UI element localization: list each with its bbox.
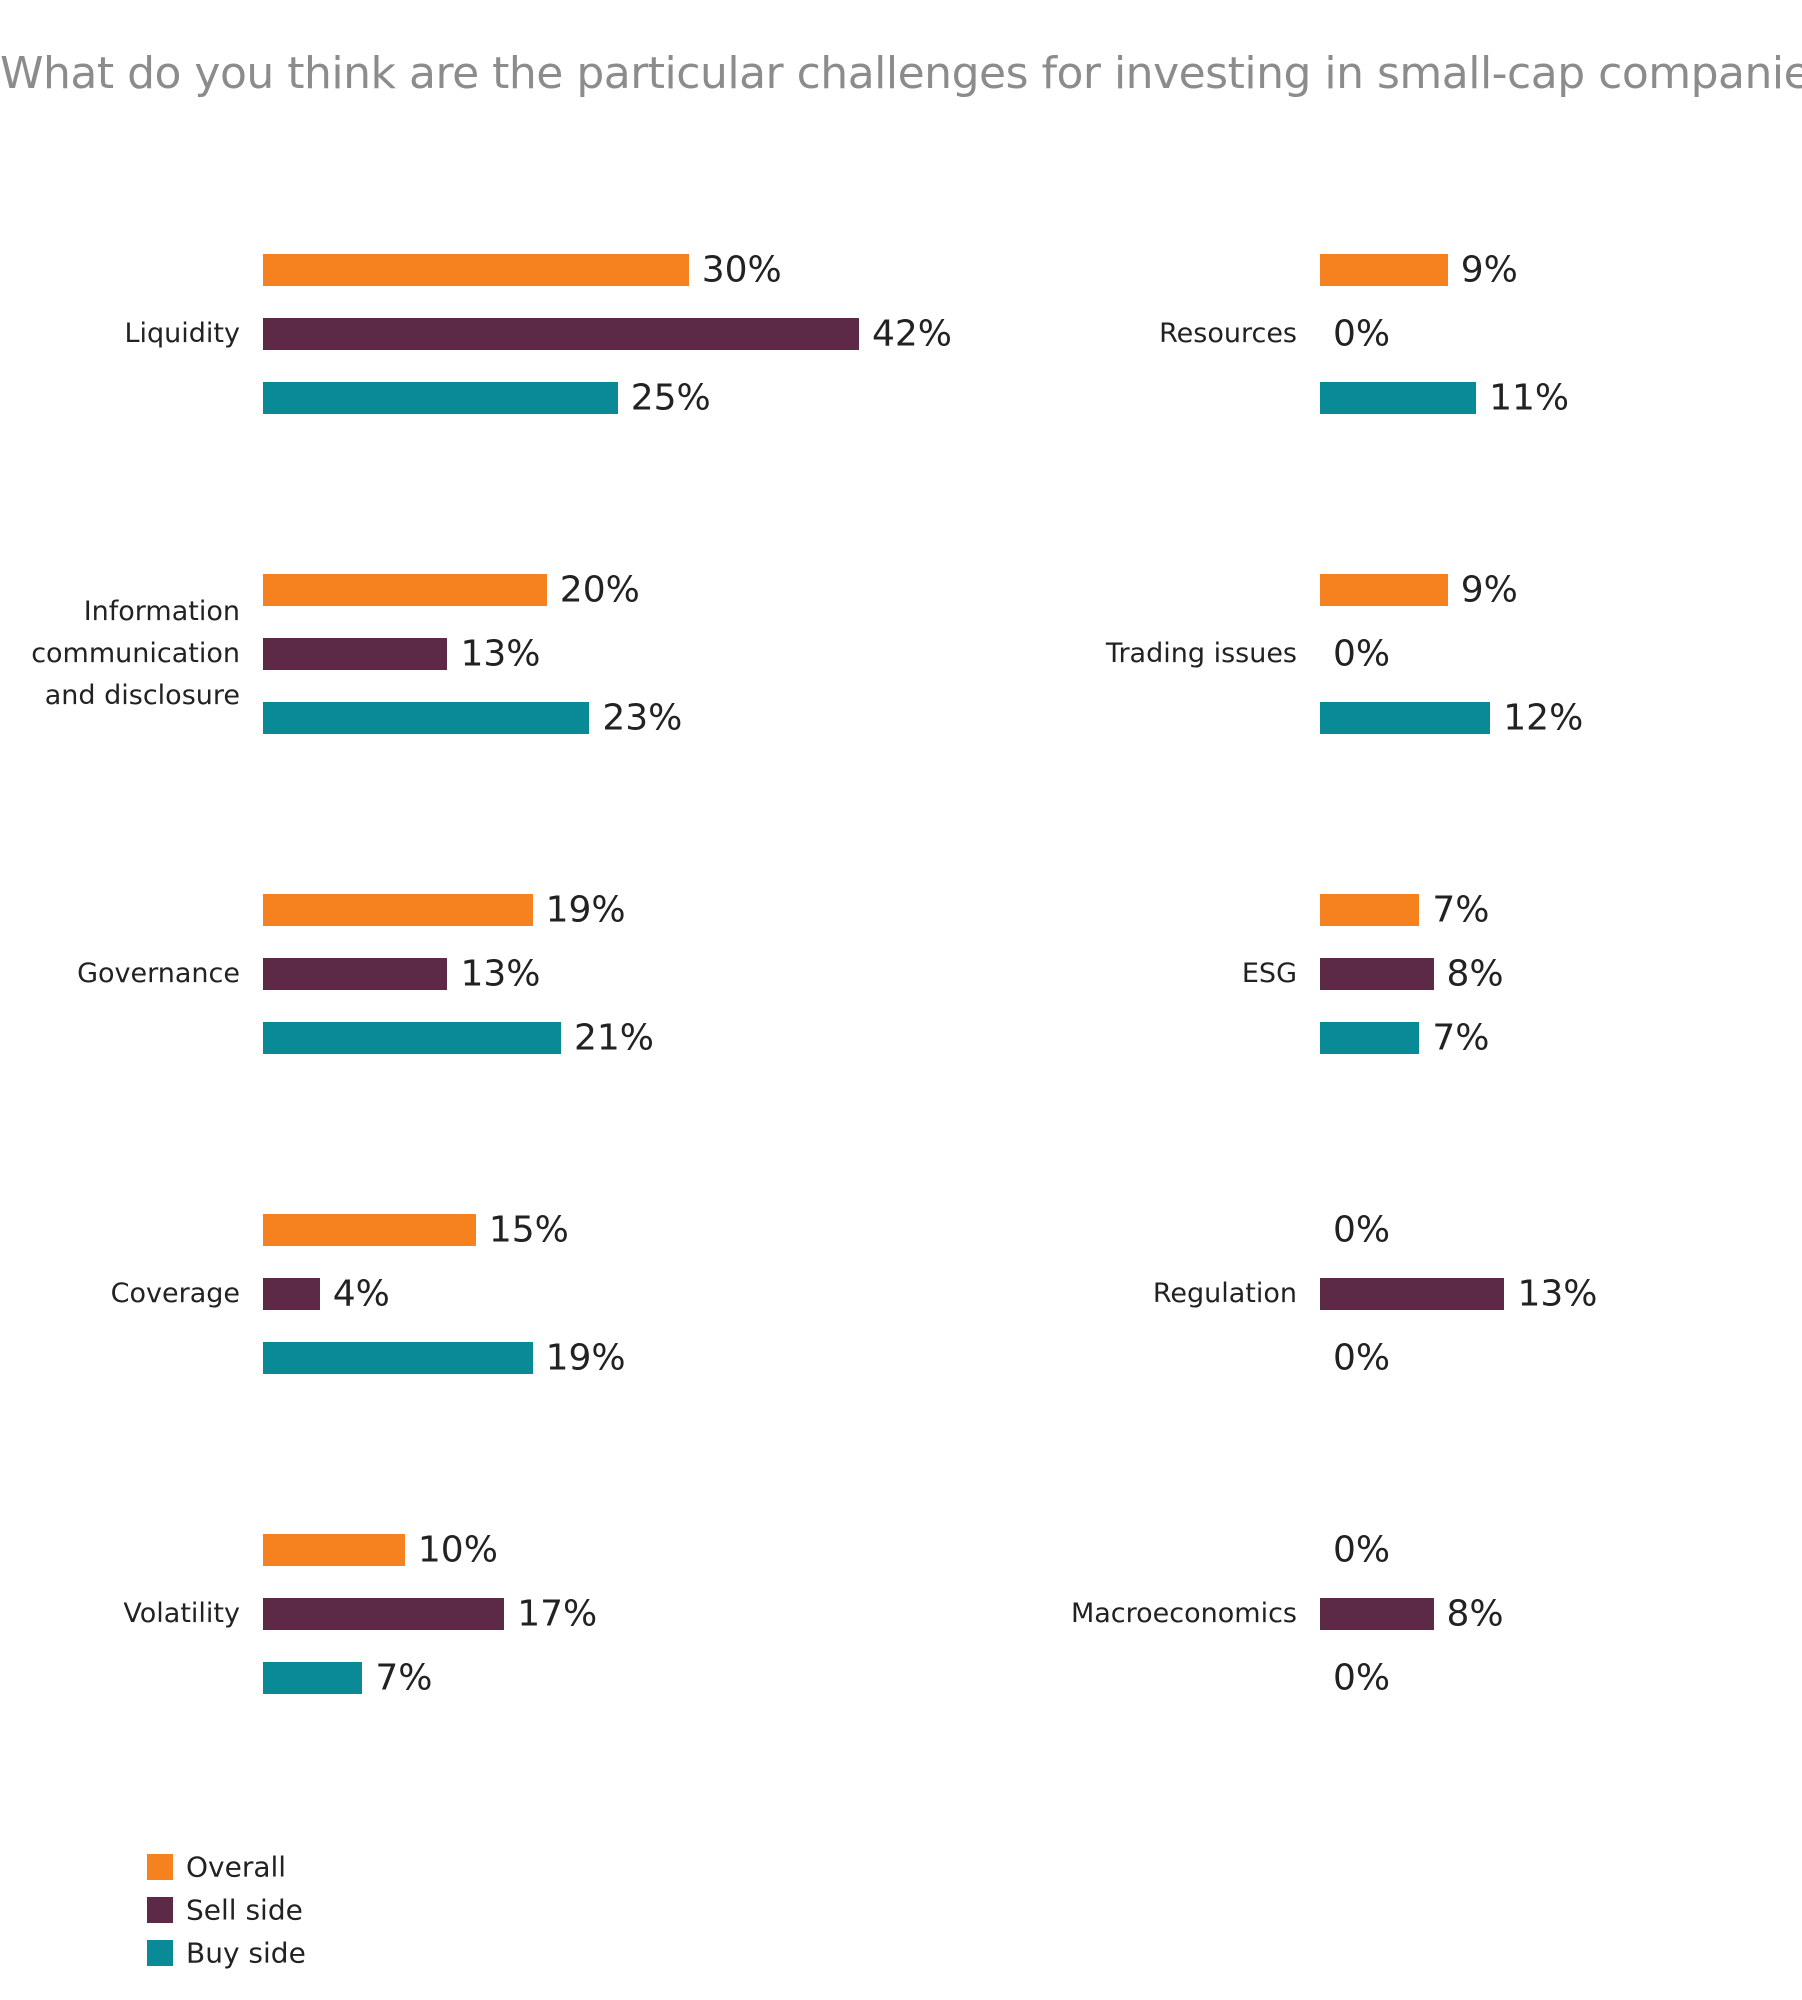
category-label: Governance [77, 958, 240, 989]
value-label: 11% [1489, 377, 1570, 419]
legend-label: Sell side [186, 1893, 303, 1927]
value-label: 8% [1446, 1593, 1504, 1635]
value-label: 13% [460, 953, 541, 995]
bar [1320, 1022, 1420, 1054]
chart-title: What do you think are the particular cha… [0, 48, 1802, 99]
bar [263, 1662, 363, 1694]
category-label: Liquidity [124, 318, 240, 349]
bar [1320, 894, 1420, 926]
category-label: Regulation [1152, 1278, 1297, 1309]
value-label: 0% [1333, 313, 1391, 355]
bar [263, 894, 533, 926]
legend-label: Overall [186, 1850, 287, 1884]
bar [1320, 702, 1491, 734]
value-label: 12% [1503, 697, 1584, 739]
value-label: 9% [1460, 249, 1518, 291]
bar [263, 254, 689, 286]
bar [263, 1214, 476, 1246]
bar [263, 1598, 505, 1630]
bar [263, 958, 448, 990]
value-label: 9% [1460, 569, 1518, 611]
category-label: Information communication and disclosure [31, 596, 240, 711]
category-label: Macroeconomics [1070, 1598, 1297, 1629]
value-label: 17% [517, 1593, 598, 1635]
value-label: 10% [417, 1529, 498, 1571]
bar [1320, 254, 1448, 286]
value-label: 42% [871, 313, 952, 355]
value-label: 19% [545, 889, 626, 931]
value-label: 13% [460, 633, 541, 675]
value-label: 20% [559, 569, 640, 611]
bar [263, 1278, 320, 1310]
value-label: 19% [545, 1337, 626, 1379]
bar [1320, 574, 1448, 606]
value-label: 30% [701, 249, 782, 291]
bar [1320, 958, 1434, 990]
bar [263, 1022, 561, 1054]
category-label: Resources [1159, 318, 1297, 349]
value-label: 0% [1333, 1337, 1391, 1379]
bar [1320, 1598, 1434, 1630]
category-label: Coverage [110, 1278, 240, 1309]
bar [263, 1342, 533, 1374]
value-label: 7% [375, 1657, 433, 1699]
value-label: 7% [1432, 1017, 1490, 1059]
category-label: Trading issues [1105, 638, 1297, 669]
legend-label: Buy side [186, 1936, 306, 1970]
category-label: ESG [1241, 958, 1297, 989]
category-label: Volatility [123, 1598, 240, 1629]
bar [263, 574, 547, 606]
value-label: 21% [573, 1017, 654, 1059]
bar [1320, 1278, 1505, 1310]
value-label: 8% [1446, 953, 1504, 995]
value-label: 0% [1333, 1657, 1391, 1699]
value-label: 23% [602, 697, 683, 739]
legend-swatch [147, 1897, 173, 1923]
bar [263, 318, 859, 350]
value-label: 7% [1432, 889, 1490, 931]
value-label: 0% [1333, 1209, 1391, 1251]
value-label: 0% [1333, 633, 1391, 675]
value-label: 15% [488, 1209, 569, 1251]
bar [263, 382, 618, 414]
bar [263, 1534, 405, 1566]
bar [263, 702, 590, 734]
legend-swatch [147, 1854, 173, 1880]
bar [263, 638, 448, 670]
value-label: 0% [1333, 1529, 1391, 1571]
bar [1320, 382, 1477, 414]
value-label: 13% [1517, 1273, 1598, 1315]
legend-swatch [147, 1940, 173, 1966]
value-label: 4% [332, 1273, 390, 1315]
value-label: 25% [630, 377, 711, 419]
